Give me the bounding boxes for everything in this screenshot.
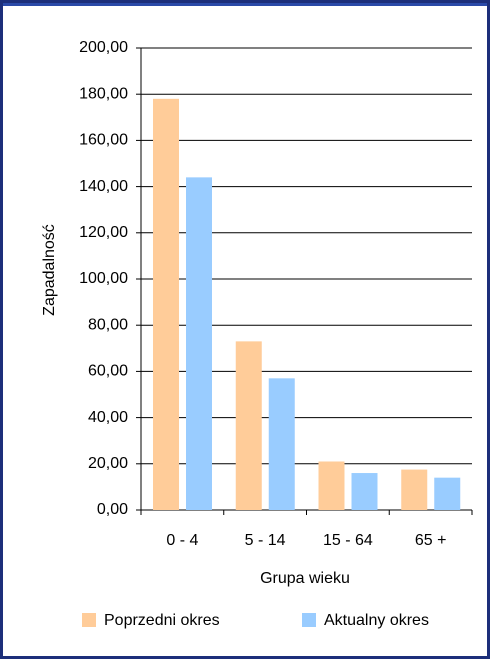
bar	[318, 461, 345, 510]
x-tick-label: 0 - 4	[166, 532, 198, 549]
legend-label: Poprzedni okres	[104, 612, 220, 629]
y-tick-label: 180,00	[79, 85, 128, 102]
y-axis-title: Zapadalność	[41, 224, 58, 316]
x-tick-label: 5 - 14	[245, 532, 286, 549]
y-tick-label: 160,00	[79, 132, 128, 149]
y-tick-label: 40,00	[88, 409, 128, 426]
y-tick-label: 60,00	[88, 363, 128, 380]
x-axis-title: Grupa wieku	[260, 570, 350, 587]
bar	[268, 378, 295, 510]
legend-label: Aktualny okres	[324, 612, 429, 629]
y-tick-label: 0,00	[97, 501, 128, 518]
legend-swatch	[302, 613, 316, 627]
legend-swatch	[82, 613, 96, 627]
y-tick-label: 120,00	[79, 224, 128, 241]
bar	[434, 477, 461, 510]
bar	[235, 341, 262, 510]
x-tick-label: 65 +	[415, 532, 447, 549]
y-tick-label: 80,00	[88, 316, 128, 333]
y-tick-label: 20,00	[88, 455, 128, 472]
bar	[401, 469, 428, 510]
x-tick-label: 15 - 64	[323, 532, 373, 549]
y-tick-label: 140,00	[79, 178, 128, 195]
bar	[186, 177, 212, 511]
y-tick-label: 200,00	[79, 39, 128, 56]
bar	[351, 473, 378, 510]
bar	[153, 98, 179, 510]
y-tick-label: 100,00	[79, 270, 128, 287]
